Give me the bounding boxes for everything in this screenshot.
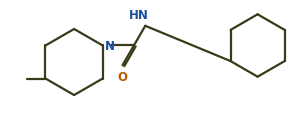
Text: O: O — [118, 70, 128, 83]
Text: N: N — [105, 40, 115, 53]
Text: HN: HN — [129, 9, 149, 22]
